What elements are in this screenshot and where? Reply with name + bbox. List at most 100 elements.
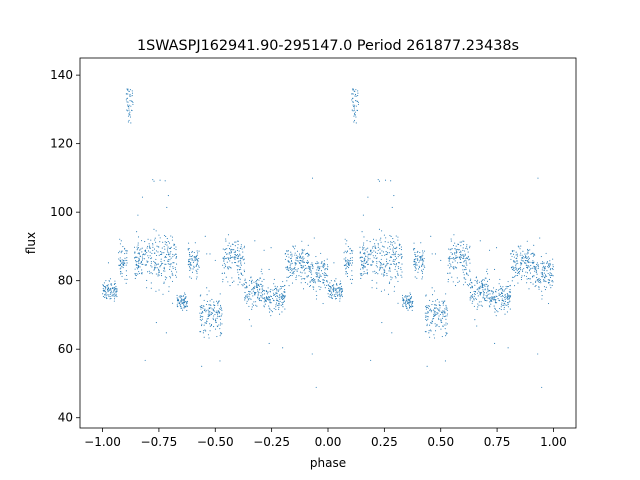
data-point: [477, 295, 479, 297]
data-point: [243, 245, 246, 247]
data-point: [119, 250, 121, 252]
data-point: [246, 300, 248, 302]
data-point: [123, 264, 125, 266]
data-point: [201, 365, 203, 367]
data-point: [284, 258, 287, 260]
y-tick-label: 60: [58, 342, 73, 356]
data-point: [365, 255, 367, 257]
data-point: [539, 280, 541, 282]
data-point: [464, 250, 466, 252]
data-point: [392, 250, 394, 252]
data-point: [141, 196, 144, 198]
data-point: [229, 260, 231, 262]
data-point: [288, 261, 290, 263]
data-point: [328, 295, 330, 298]
data-point: [201, 311, 204, 313]
data-point: [525, 264, 527, 266]
data-point: [216, 317, 218, 319]
data-point: [421, 271, 423, 273]
data-point: [145, 253, 147, 255]
data-point: [423, 257, 425, 260]
data-point: [375, 251, 377, 253]
data-point: [423, 265, 425, 267]
data-point: [459, 256, 461, 258]
data-point: [397, 302, 399, 304]
data-point: [200, 306, 202, 309]
data-point: [395, 277, 397, 279]
data-point: [495, 315, 497, 317]
data-point: [175, 268, 177, 271]
data-point: [346, 261, 349, 263]
data-point: [212, 318, 214, 321]
data-point: [200, 305, 202, 307]
data-point: [542, 267, 544, 269]
data-point: [137, 247, 140, 249]
data-point: [204, 322, 206, 324]
data-point: [430, 235, 432, 237]
data-point: [348, 260, 350, 262]
data-point: [319, 274, 321, 276]
data-point: [431, 321, 433, 323]
data-point: [515, 274, 517, 277]
data-point: [445, 306, 447, 308]
data-point: [304, 282, 306, 284]
data-point: [426, 325, 428, 327]
data-point: [224, 249, 226, 251]
data-point: [168, 242, 171, 244]
data-point: [518, 273, 520, 275]
data-point: [520, 259, 522, 261]
data-point: [521, 269, 524, 271]
data-point: [196, 262, 198, 264]
data-point: [388, 252, 390, 254]
data-point: [266, 291, 268, 293]
data-point: [434, 311, 436, 313]
data-point: [474, 297, 476, 299]
data-point: [429, 299, 431, 301]
data-point: [375, 265, 377, 267]
data-point: [413, 259, 415, 261]
data-point: [291, 259, 293, 262]
data-point: [276, 298, 278, 300]
data-point: [357, 90, 359, 92]
data-point: [167, 195, 169, 197]
data-point: [221, 309, 223, 311]
data-point: [431, 294, 434, 296]
data-point: [153, 228, 155, 230]
data-point: [258, 283, 260, 286]
data-point: [191, 250, 193, 253]
data-point: [494, 290, 497, 292]
data-point: [504, 298, 506, 300]
data-point: [458, 249, 460, 251]
data-point: [469, 271, 471, 273]
data-point: [525, 275, 528, 277]
data-point: [210, 313, 212, 315]
data-point: [504, 296, 507, 298]
data-point: [505, 285, 507, 287]
data-point: [412, 300, 414, 302]
data-point: [329, 282, 331, 284]
data-point: [483, 279, 485, 281]
data-point: [287, 250, 290, 252]
data-point: [387, 293, 390, 295]
data-point: [225, 276, 227, 278]
data-point: [424, 266, 426, 268]
data-point: [249, 293, 251, 296]
data-point: [290, 257, 292, 259]
data-point: [538, 288, 540, 290]
data-point: [375, 239, 377, 241]
data-point: [503, 297, 506, 299]
data-point: [453, 266, 455, 268]
data-point: [461, 255, 463, 257]
data-point: [503, 290, 505, 292]
data-point: [110, 287, 112, 289]
data-point: [237, 247, 239, 249]
data-point: [477, 288, 479, 290]
data-point: [261, 287, 263, 289]
data-point: [291, 255, 293, 257]
data-point: [319, 266, 321, 268]
data-point: [379, 252, 381, 254]
data-point: [189, 276, 191, 278]
data-point: [550, 268, 552, 270]
data-point: [502, 299, 504, 302]
data-point: [351, 274, 353, 277]
